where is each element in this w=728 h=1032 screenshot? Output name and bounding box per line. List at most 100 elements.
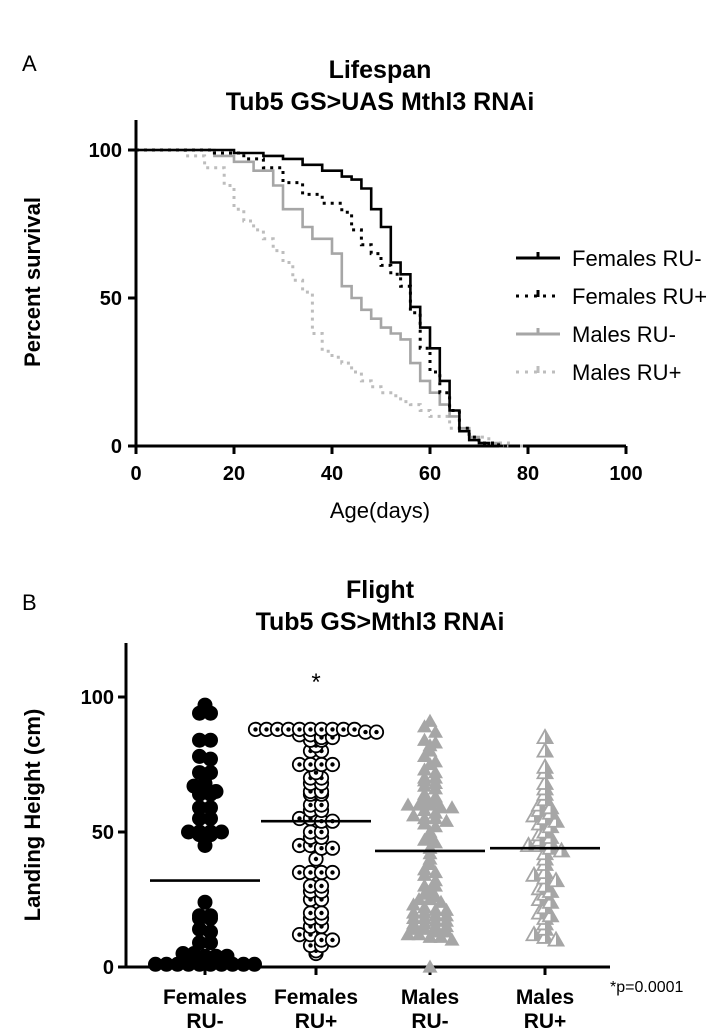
flight-point-2: [444, 932, 460, 946]
flight-point-1-dot: [297, 727, 302, 732]
flight-point-2: [428, 902, 443, 916]
flight-point-3-half: [561, 843, 569, 857]
flight-category-label: Females: [163, 986, 247, 1009]
flight-point-0: [203, 800, 218, 816]
flight-point-1: [324, 756, 341, 773]
flight-point-2: [422, 959, 438, 973]
flight-point-0: [192, 811, 207, 826]
flight-point-1-dot: [286, 727, 291, 732]
flight-point-1: [291, 837, 308, 854]
lifespan-legend-label-1: Females RU+: [572, 284, 707, 309]
flight-category-label: Females: [274, 986, 358, 1009]
flight-point-1-dot: [341, 727, 346, 732]
flight-point-2: [417, 786, 432, 800]
flight-point-3: [546, 871, 566, 888]
flight-point-0: [197, 894, 213, 910]
flight-point-3: [535, 728, 555, 745]
flight-point-1: [324, 864, 341, 881]
flight-point-0: [203, 765, 218, 781]
flight-point-2: [406, 808, 421, 822]
flight-point-0: [203, 924, 218, 940]
flight-point-1: [302, 864, 319, 881]
flight-point-0: [203, 732, 218, 748]
flight-point-0: [236, 956, 251, 972]
lifespan-series-line-1: [136, 148, 519, 448]
flight-point-0: [192, 800, 207, 816]
lifespan-xlabel: Age(days): [330, 498, 430, 523]
lifespan-x-tick-label: 100: [609, 463, 642, 485]
flight-point-1-dot: [253, 727, 258, 732]
flight-point-1-dot: [319, 883, 324, 889]
lifespan-series-line-2: [136, 148, 509, 448]
flight-point-0: [203, 751, 218, 767]
lifespan-y-tick-label: 100: [89, 140, 122, 162]
flight-point-1-dot: [275, 727, 280, 732]
flight-point-2: [428, 789, 443, 803]
flight-point-2: [428, 754, 443, 768]
flight-point-1: [324, 932, 341, 948]
lifespan-chart: 0 20 40 60 80 100 0 50 100 Females RU- Females RU+…: [89, 120, 707, 485]
flight-point-1-dot: [330, 762, 335, 767]
flight-ylabel: Landing Height (cm): [20, 709, 45, 922]
lifespan-x-tick-label: 80: [517, 463, 539, 485]
flight-point-0: [192, 908, 207, 924]
lifespan-x-tick-label: 0: [130, 463, 141, 485]
flight-point-3-half: [545, 775, 553, 790]
flight-point-0: [175, 946, 191, 961]
flight-point-3: [535, 774, 555, 790]
flight-point-0: [197, 697, 213, 713]
lifespan-x-tick-label: 60: [419, 463, 441, 485]
flight-point-2: [428, 765, 443, 779]
flight-point-0: [148, 956, 163, 972]
flight-point-0: [192, 824, 207, 840]
flight-point-1-dot: [308, 762, 313, 767]
flight-point-1: [313, 878, 330, 894]
flight-title: Flight: [346, 576, 415, 604]
flight-y-tick-label: 50: [92, 822, 114, 844]
flight-subtitle: Tub5 GS>Mthl3 RNAi: [256, 608, 505, 636]
flight-point-3-half: [556, 873, 564, 887]
lifespan-title: Lifespan: [329, 56, 432, 84]
flight-point-0: [247, 956, 262, 972]
flight-point-1-dot: [308, 883, 313, 889]
flight-point-3-half: [545, 730, 553, 744]
flight-point-0: [203, 908, 218, 924]
flight-point-2: [417, 732, 432, 746]
flight-category-label: RU-: [411, 1010, 448, 1032]
flight-category-label: Males: [516, 986, 574, 1009]
flight-point-1: [368, 724, 385, 740]
lifespan-series-line-0: [136, 148, 504, 448]
lifespan-y-tick-label: 50: [100, 288, 122, 310]
flight-point-3-half: [556, 932, 564, 946]
flight-point-1-dot: [297, 870, 302, 875]
flight-point-0: [203, 824, 218, 840]
flight-point-1-dot: [319, 727, 324, 732]
flight-point-1-dot: [330, 846, 335, 851]
lifespan-ylabel: Percent survival: [20, 197, 45, 367]
flight-point-1-dot: [352, 727, 357, 732]
flight-point-2: [439, 813, 454, 827]
flight-point-0: [181, 824, 196, 840]
lifespan-x-tick-label: 40: [321, 463, 343, 485]
flight-point-1-dot: [319, 910, 324, 916]
flight-category-label: RU-: [186, 1010, 223, 1032]
lifespan-x-tick-label: 20: [223, 463, 245, 485]
flight-y-tick-label: 0: [103, 957, 114, 979]
lifespan-legend-label-2: Males RU-: [572, 322, 676, 347]
flight-point-2: [400, 797, 416, 811]
flight-point-1-dot: [313, 856, 319, 862]
flight-point-1-dot: [308, 910, 313, 916]
flight-point-3: [535, 741, 555, 758]
flight-point-2: [417, 878, 432, 892]
flight-point-2: [439, 902, 454, 916]
flight-point-0: [203, 935, 218, 951]
lifespan-legend-label-3: Males RU+: [572, 360, 681, 385]
flight-point-1-dot: [308, 870, 313, 875]
flight-point-1: [258, 721, 275, 738]
flight-point-2: [428, 819, 443, 833]
flight-point-1: [324, 840, 341, 856]
flight-point-1-dot: [297, 932, 302, 937]
flight-point-3: [535, 757, 555, 774]
flight-point-2: [444, 800, 460, 814]
